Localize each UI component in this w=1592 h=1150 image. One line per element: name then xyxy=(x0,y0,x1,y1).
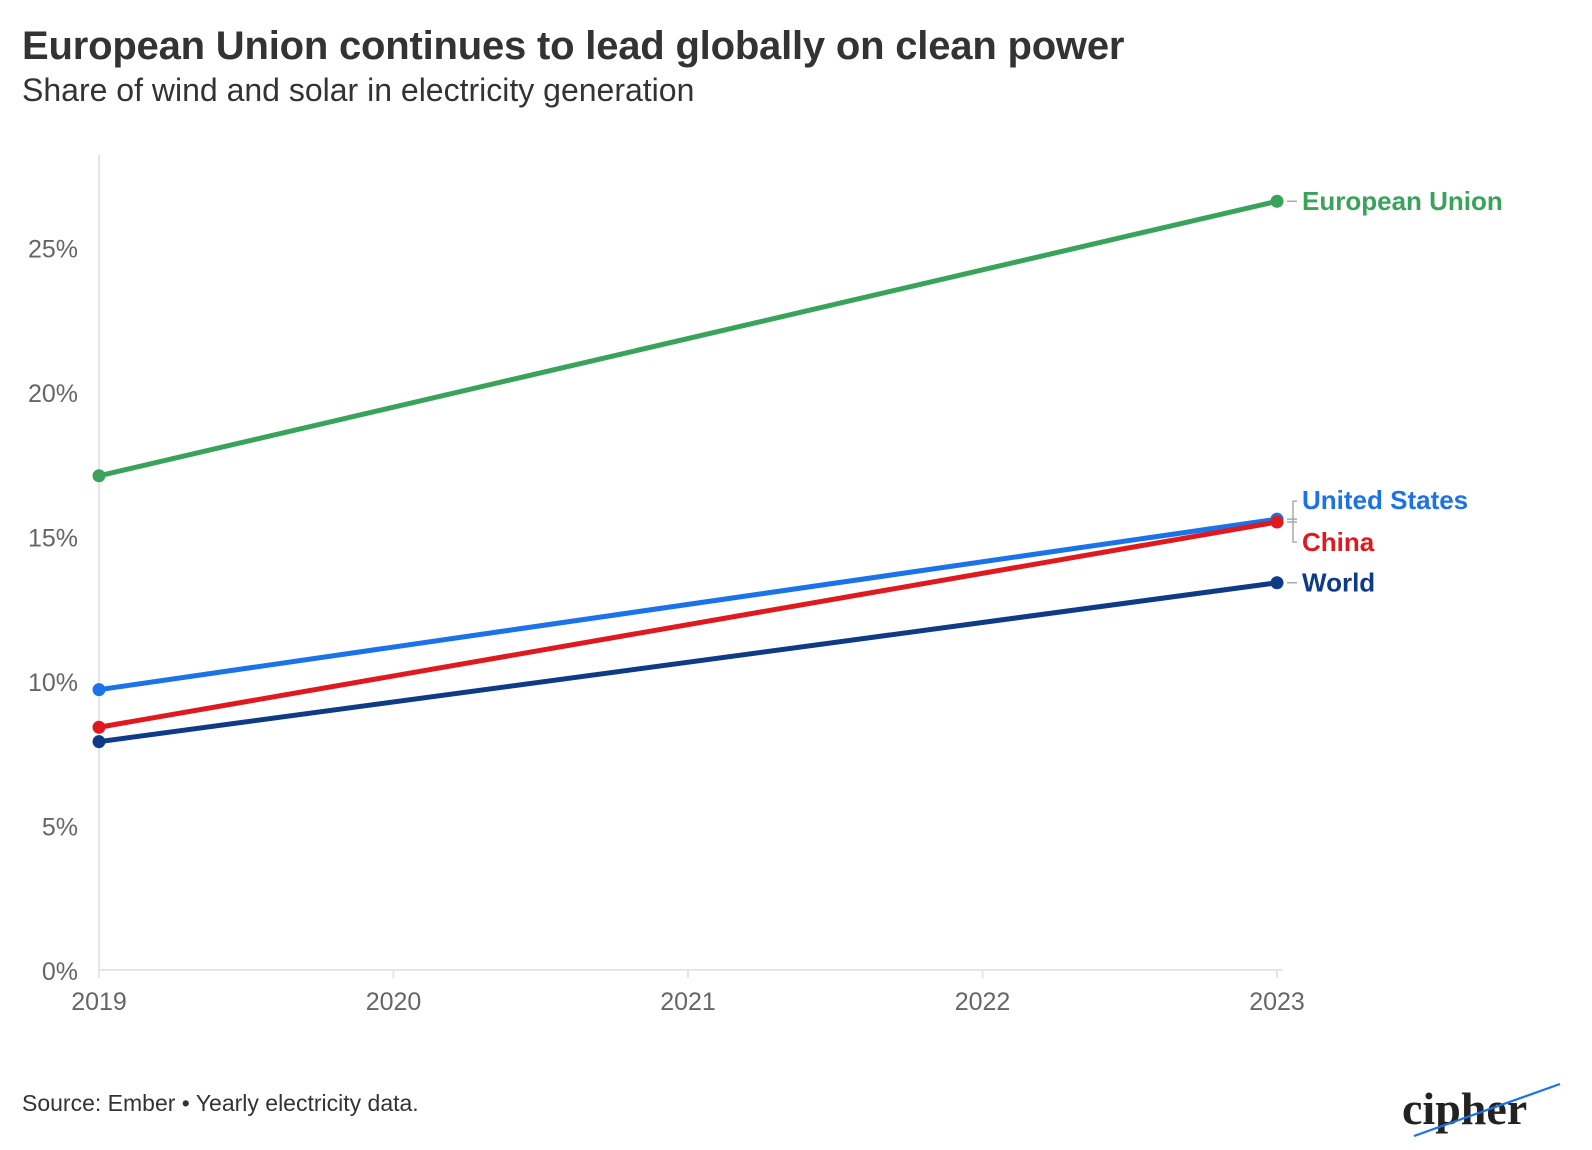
series-label: United States xyxy=(1302,485,1468,515)
series-point xyxy=(92,735,106,749)
logo-slash xyxy=(1413,1082,1561,1138)
x-tick-label: 2023 xyxy=(1249,988,1305,1016)
series-point xyxy=(92,469,106,483)
x-tick-label: 2019 xyxy=(71,988,127,1016)
x-tick-label: 2022 xyxy=(955,988,1011,1016)
y-tick-label: 20% xyxy=(28,380,78,408)
chart-subtitle: Share of wind and solar in electricity g… xyxy=(22,72,695,108)
y-tick-label: 5% xyxy=(42,813,78,841)
y-tick-label: 0% xyxy=(42,958,78,986)
axes-layer: 0% 5% 10% 15% 20% 25% 2019 2020 2021 2022 2023 xyxy=(28,155,1305,1016)
y-tick-label: 25% xyxy=(28,235,78,263)
x-tick-label: 2021 xyxy=(660,988,716,1016)
labels-layer: European Union United States China World xyxy=(1287,186,1503,598)
y-tick-label: 15% xyxy=(28,524,78,552)
series-label: European Union xyxy=(1302,186,1503,216)
series-line xyxy=(96,519,1280,730)
series-line xyxy=(96,580,1280,745)
series-point xyxy=(92,720,106,734)
label-bracket xyxy=(1292,500,1297,543)
series-point xyxy=(92,683,106,697)
series-point xyxy=(1270,515,1284,529)
series-label: World xyxy=(1302,568,1375,598)
series-line xyxy=(96,516,1280,693)
series-line xyxy=(96,198,1280,479)
series-point xyxy=(1270,576,1284,590)
y-tick-label: 10% xyxy=(28,669,78,697)
cipher-logo-text: cipher xyxy=(1402,1083,1527,1134)
cipher-logo: cipher xyxy=(1402,1082,1561,1138)
source-note: Source: Ember • Yearly electricity data. xyxy=(22,1090,419,1116)
series-layer xyxy=(92,194,1284,749)
series-point xyxy=(1270,194,1284,208)
series-label: China xyxy=(1302,527,1375,557)
x-tick-label: 2020 xyxy=(366,988,422,1016)
chart-title: European Union continues to lead globall… xyxy=(22,24,1125,68)
